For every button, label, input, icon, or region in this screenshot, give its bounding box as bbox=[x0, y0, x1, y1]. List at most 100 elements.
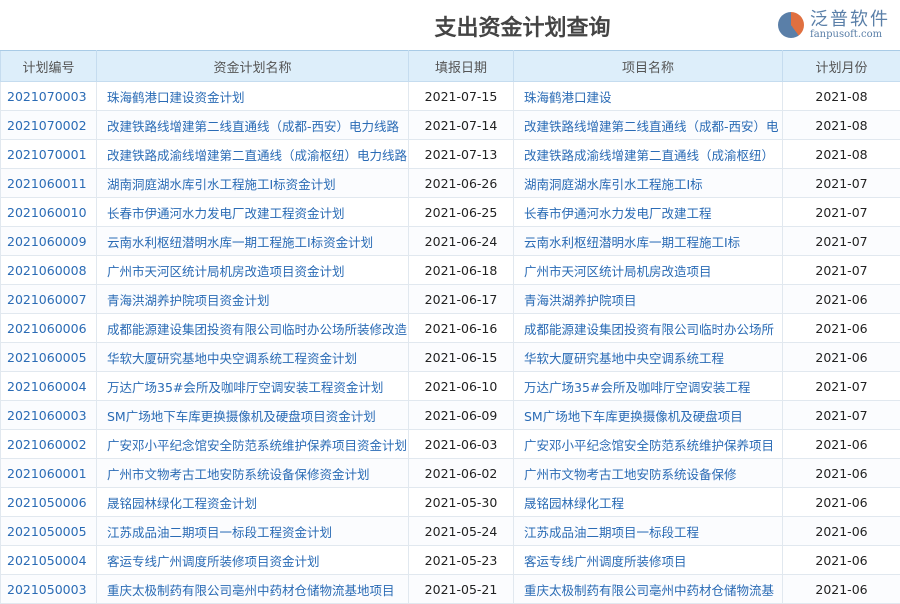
plan-name-link[interactable]: 重庆太极制药有限公司亳州中药材仓储物流基地项目 bbox=[97, 575, 409, 604]
project-name-link[interactable]: 改建铁路成渝线增建第二直通线（成渝枢纽） bbox=[514, 140, 783, 169]
month-cell: 2021-06 bbox=[783, 488, 900, 517]
plan-id-cell[interactable]: 2021050005 bbox=[1, 517, 97, 546]
plan-id-cell[interactable]: 2021060005 bbox=[1, 343, 97, 372]
project-name-link[interactable]: 成都能源建设集团投资有限公司临时办公场所 bbox=[514, 314, 783, 343]
plan-id-cell[interactable]: 2021060006 bbox=[1, 314, 97, 343]
date-cell: 2021-06-18 bbox=[409, 256, 514, 285]
plan-name-link[interactable]: 珠海鹤港口建设资金计划 bbox=[97, 82, 409, 111]
month-cell: 2021-07 bbox=[783, 227, 900, 256]
month-cell: 2021-06 bbox=[783, 314, 900, 343]
plan-name-link[interactable]: 改建铁路线增建第二线直通线（成都-西安）电力线路 bbox=[97, 111, 409, 140]
month-cell: 2021-07 bbox=[783, 401, 900, 430]
plan-name-link[interactable]: 华软大厦研究基地中央空调系统工程资金计划 bbox=[97, 343, 409, 372]
project-name-link[interactable]: 广州市文物考古工地安防系统设备保修 bbox=[514, 459, 783, 488]
plan-name-link[interactable]: 广安邓小平纪念馆安全防范系统维护保养项目资金计划 bbox=[97, 430, 409, 459]
project-name-link[interactable]: 晟铭园林绿化工程 bbox=[514, 488, 783, 517]
plan-id-cell[interactable]: 2021050006 bbox=[1, 488, 97, 517]
project-name-link[interactable]: 青海洪湖养护院项目 bbox=[514, 285, 783, 314]
plan-id-cell[interactable]: 2021060011 bbox=[1, 169, 97, 198]
plan-id-cell[interactable]: 2021070002 bbox=[1, 111, 97, 140]
column-header-month[interactable]: 计划月份 bbox=[783, 51, 900, 82]
plan-name-link[interactable]: 江苏成品油二期项目一标段工程资金计划 bbox=[97, 517, 409, 546]
date-cell: 2021-06-03 bbox=[409, 430, 514, 459]
plan-id-cell[interactable]: 2021060009 bbox=[1, 227, 97, 256]
project-name-link[interactable]: 广州市天河区统计局机房改造项目 bbox=[514, 256, 783, 285]
plan-id-cell[interactable]: 2021060001 bbox=[1, 459, 97, 488]
plan-name-link[interactable]: SM广场地下车库更换摄像机及硬盘项目资金计划 bbox=[97, 401, 409, 430]
date-cell: 2021-06-24 bbox=[409, 227, 514, 256]
project-name-link[interactable]: 湖南洞庭湖水库引水工程施工Ⅰ标 bbox=[514, 169, 783, 198]
date-cell: 2021-06-17 bbox=[409, 285, 514, 314]
column-header-plan-name[interactable]: 资金计划名称 bbox=[97, 51, 409, 82]
project-name-link[interactable]: 万达广场35#会所及咖啡厅空调安装工程 bbox=[514, 372, 783, 401]
column-header-date[interactable]: 填报日期 bbox=[409, 51, 514, 82]
column-header-plan-id[interactable]: 计划编号 bbox=[1, 51, 97, 82]
column-header-project-name[interactable]: 项目名称 bbox=[514, 51, 783, 82]
plan-name-link[interactable]: 成都能源建设集团投资有限公司临时办公场所装修改造 bbox=[97, 314, 409, 343]
plan-name-link[interactable]: 改建铁路成渝线增建第二直通线（成渝枢纽）电力线路 bbox=[97, 140, 409, 169]
plan-id-cell[interactable]: 2021060003 bbox=[1, 401, 97, 430]
plan-name-link[interactable]: 客运专线广州调度所装修项目资金计划 bbox=[97, 546, 409, 575]
page-title: 支出资金计划查询 bbox=[0, 10, 900, 42]
plan-name-link[interactable]: 万达广场35#会所及咖啡厅空调安装工程资金计划 bbox=[97, 372, 409, 401]
date-cell: 2021-05-30 bbox=[409, 488, 514, 517]
plan-name-link[interactable]: 广州市天河区统计局机房改造项目资金计划 bbox=[97, 256, 409, 285]
plan-name-link[interactable]: 晟铭园林绿化工程资金计划 bbox=[97, 488, 409, 517]
plan-id-cell[interactable]: 2021050004 bbox=[1, 546, 97, 575]
month-cell: 2021-06 bbox=[783, 343, 900, 372]
plan-id-cell[interactable]: 2021060004 bbox=[1, 372, 97, 401]
project-name-link[interactable]: 客运专线广州调度所装修项目 bbox=[514, 546, 783, 575]
plan-id-cell[interactable]: 2021050003 bbox=[1, 575, 97, 604]
plan-id-cell[interactable]: 2021070001 bbox=[1, 140, 97, 169]
table-header: 计划编号 资金计划名称 填报日期 项目名称 计划月份 bbox=[1, 51, 900, 82]
project-name-link[interactable]: 重庆太极制药有限公司亳州中药材仓储物流基 bbox=[514, 575, 783, 604]
project-name-link[interactable]: 长春市伊通河水力发电厂改建工程 bbox=[514, 198, 783, 227]
project-name-link[interactable]: 广安邓小平纪念馆安全防范系统维护保养项目 bbox=[514, 430, 783, 459]
plan-name-link[interactable]: 云南水利枢纽潜明水库一期工程施工Ⅰ标资金计划 bbox=[97, 227, 409, 256]
date-cell: 2021-06-02 bbox=[409, 459, 514, 488]
plan-name-link[interactable]: 湖南洞庭湖水库引水工程施工Ⅰ标资金计划 bbox=[97, 169, 409, 198]
date-cell: 2021-05-24 bbox=[409, 517, 514, 546]
date-cell: 2021-07-15 bbox=[409, 82, 514, 111]
project-name-link[interactable]: 改建铁路线增建第二线直通线（成都-西安）电 bbox=[514, 111, 783, 140]
project-name-link[interactable]: 江苏成品油二期项目一标段工程 bbox=[514, 517, 783, 546]
project-name-link[interactable]: 华软大厦研究基地中央空调系统工程 bbox=[514, 343, 783, 372]
plan-id-cell[interactable]: 2021060010 bbox=[1, 198, 97, 227]
month-cell: 2021-07 bbox=[783, 256, 900, 285]
plan-name-link[interactable]: 青海洪湖养护院项目资金计划 bbox=[97, 285, 409, 314]
plan-name-link[interactable]: 广州市文物考古工地安防系统设备保修资金计划 bbox=[97, 459, 409, 488]
plan-id-cell[interactable]: 2021070003 bbox=[1, 82, 97, 111]
project-name-link[interactable]: 珠海鹤港口建设 bbox=[514, 82, 783, 111]
month-cell: 2021-06 bbox=[783, 459, 900, 488]
plan-id-cell[interactable]: 2021060002 bbox=[1, 430, 97, 459]
plan-id-cell[interactable]: 2021060008 bbox=[1, 256, 97, 285]
project-name-link[interactable]: SM广场地下车库更换摄像机及硬盘项目 bbox=[514, 401, 783, 430]
plan-name-link[interactable]: 长春市伊通河水力发电厂改建工程资金计划 bbox=[97, 198, 409, 227]
month-cell: 2021-07 bbox=[783, 169, 900, 198]
plan-id-cell[interactable]: 2021060007 bbox=[1, 285, 97, 314]
month-cell: 2021-06 bbox=[783, 575, 900, 604]
month-cell: 2021-06 bbox=[783, 430, 900, 459]
date-cell: 2021-05-21 bbox=[409, 575, 514, 604]
project-name-link[interactable]: 云南水利枢纽潜明水库一期工程施工Ⅰ标 bbox=[514, 227, 783, 256]
date-cell: 2021-06-10 bbox=[409, 372, 514, 401]
date-cell: 2021-07-13 bbox=[409, 140, 514, 169]
